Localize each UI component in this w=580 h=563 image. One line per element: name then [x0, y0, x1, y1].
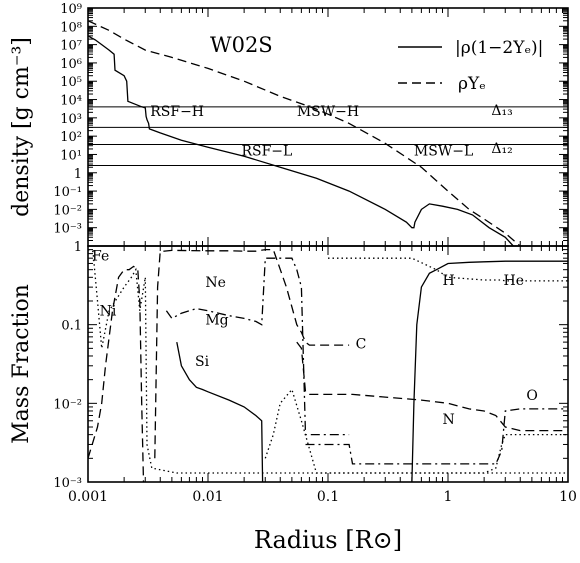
- annotation-label: C: [356, 336, 367, 352]
- annotation-label: Ne: [205, 275, 226, 291]
- mass-fraction-y-ticks: 10⁻³ 10⁻² 0.1 1: [53, 240, 568, 491]
- resonance-lines-group: [88, 106, 568, 166]
- density-y-axis-title: density [g cm⁻³]: [9, 37, 34, 217]
- mass-fraction-panel: 10⁻³ 10⁻² 0.1 1 0.001 0.01 0.1 1 10 Fe Ni Ne Mg Si C…: [53, 240, 577, 505]
- series-line-density-1: [88, 20, 521, 246]
- series-line-species-2: [154, 248, 350, 459]
- series-line-species-0: [88, 248, 568, 474]
- annotation-label: He: [503, 273, 524, 289]
- series-line-species-5: [296, 341, 568, 432]
- annotation-label: MSW−L: [414, 143, 473, 159]
- y-tick-label: 1: [74, 167, 82, 182]
- y-tick-label: 10⁶: [60, 57, 82, 72]
- x-axis-title: Radius [R⊙]: [254, 526, 402, 554]
- y-tick-label: 0.1: [61, 319, 82, 334]
- mass-fraction-annotations: Fe Ni Ne Mg Si C H He N O: [92, 249, 538, 428]
- legend-solid-label: |ρ(1−2Yₑ)|: [455, 38, 543, 58]
- y-tick-label: 10⁻²: [53, 203, 82, 218]
- mass-fraction-series-group: [88, 248, 568, 482]
- series-line-species-8: [411, 260, 568, 482]
- density-y-ticks: 10⁻³ 10⁻² 10⁻¹ 1 10¹ 10² 10³ 10⁴ 10⁵ 10⁶ 10⁷ 10⁸ 10⁹: [53, 2, 568, 247]
- series-line-species-3: [165, 257, 350, 436]
- annotation-label: Ni: [100, 304, 117, 320]
- annotation-label: Fe: [92, 249, 109, 265]
- series-line-species-9: [328, 257, 568, 282]
- density-series-group: [88, 20, 521, 246]
- y-tick-label: 10⁻¹: [53, 185, 82, 200]
- annotation-label: O: [526, 388, 537, 404]
- x-tick-label: 10: [559, 489, 577, 505]
- y-tick-label: 10⁻²: [53, 397, 82, 412]
- mass-fraction-y-axis-title: Mass Fraction: [9, 284, 34, 444]
- annotation-label: Δ₁₂: [491, 141, 512, 157]
- annotation-label: H: [443, 273, 455, 289]
- y-tick-label: 10⁻³: [53, 476, 82, 491]
- series-line-density-0: [88, 35, 514, 246]
- x-tick-label: 0.001: [68, 489, 108, 505]
- y-tick-label: 1: [74, 240, 82, 255]
- mass-fraction-frame: [87, 245, 569, 483]
- annotation-label: RSF−L: [241, 143, 292, 159]
- annotation-label: Si: [195, 354, 210, 370]
- x-tick-label: 0.01: [192, 489, 223, 505]
- series-line-species-4: [176, 341, 264, 482]
- x-tick-label: 1: [444, 489, 453, 505]
- series-line-species-7: [264, 388, 568, 474]
- density-panel: 10⁻³ 10⁻² 10⁻¹ 1 10¹ 10² 10³ 10⁴ 10⁵ 10⁶ 10⁷ 10⁸ 10⁹…: [53, 2, 569, 247]
- y-tick-label: 10⁻³: [53, 222, 82, 237]
- density-annotations: RSF−H MSW−H RSF−L MSW−L Δ₁₃ Δ₁₂: [150, 103, 513, 159]
- y-tick-label: 10⁷: [60, 39, 82, 54]
- annotation-label: MSW−H: [297, 104, 359, 120]
- annotation-label: RSF−H: [150, 104, 204, 120]
- density-legend: |ρ(1−2Yₑ)| ρYₑ: [398, 38, 543, 94]
- x-tick-label: 0.1: [317, 489, 339, 505]
- y-tick-label: 10⁹: [60, 2, 82, 17]
- y-tick-label: 10²: [60, 130, 82, 145]
- model-label: W02S: [210, 33, 273, 57]
- y-tick-label: 10³: [60, 112, 82, 127]
- y-tick-label: 10¹: [60, 148, 82, 163]
- series-line-species-6: [305, 408, 568, 465]
- y-tick-label: 10⁵: [60, 75, 82, 90]
- annotation-label: N: [443, 412, 455, 428]
- y-tick-label: 10⁸: [60, 20, 82, 35]
- y-tick-label: 10⁴: [60, 94, 82, 109]
- annotation-label: Mg: [205, 313, 228, 329]
- series-line-species-1: [88, 265, 145, 482]
- mass-fraction-x-ticks: 0.001 0.01 0.1 1 10: [68, 246, 577, 505]
- annotation-label: Δ₁₃: [491, 103, 512, 119]
- legend-dashed-label: ρYₑ: [458, 74, 486, 94]
